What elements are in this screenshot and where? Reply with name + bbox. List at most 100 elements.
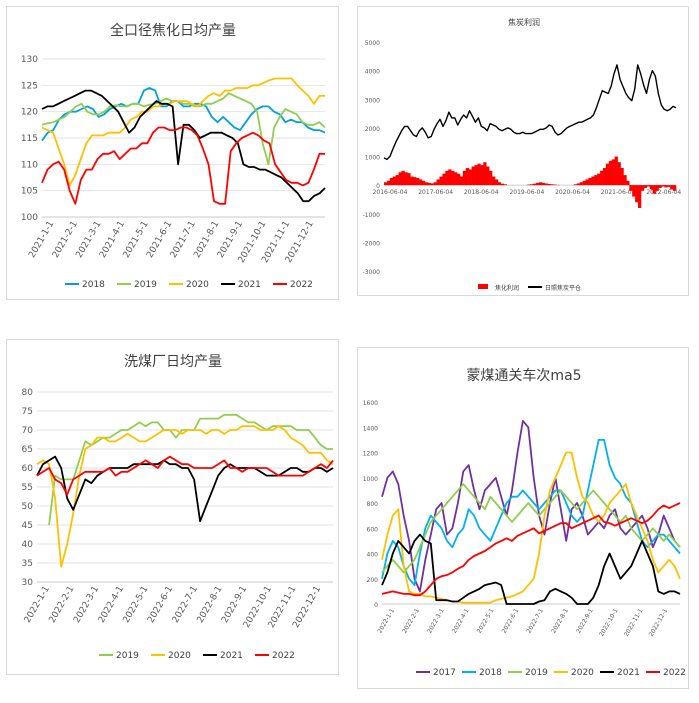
legend-label: 2019	[525, 668, 548, 678]
y-tick-label: 55	[22, 483, 33, 493]
x-tick-label: 2022-1-1	[376, 607, 396, 634]
series-line-2022	[41, 126, 325, 205]
y-tick-label: 0	[376, 183, 380, 190]
y-tick-label: 30	[22, 578, 34, 588]
y-tick-label: 35	[22, 559, 33, 569]
bar-焦化利润	[670, 185, 674, 190]
bar-焦化利润	[442, 173, 446, 186]
series-line-2021	[381, 533, 681, 605]
y-tick-label: 60	[22, 464, 34, 474]
bar-焦化利润	[655, 185, 659, 191]
x-tick-label: 2019-06-04	[509, 189, 544, 196]
series-line-2019	[381, 483, 681, 574]
legend-label: 焦化利润	[495, 284, 519, 292]
bar-焦化利润	[664, 185, 668, 188]
y-tick-label: 600	[367, 526, 379, 533]
bar-焦化利润	[547, 183, 551, 186]
bar-焦化利润	[626, 180, 630, 186]
bar-焦化利润	[471, 166, 475, 186]
bar-焦化利润	[643, 185, 648, 188]
x-tick-label: 2020-06-04	[555, 189, 590, 196]
y-tick-label: 1200	[363, 451, 378, 458]
x-tick-label: 2022-3-1	[426, 607, 446, 634]
coke-output-chart: 全口径焦化日均产量 100 105 110 115 120 125 130 2021-1-1 2…	[6, 6, 339, 300]
legend-label: 2018	[82, 280, 105, 290]
x-tick-label: 2022-06-04	[646, 189, 681, 196]
bar-焦化利润	[635, 185, 639, 203]
bar-焦化利润	[573, 184, 578, 186]
bar-焦化利润	[483, 162, 487, 186]
y-tick-label: 70	[22, 426, 34, 436]
y-tick-label: 65	[22, 445, 33, 455]
bar-焦化利润	[410, 176, 414, 186]
bar-焦化利润	[384, 182, 388, 186]
coke-profit-chart: 焦炭利润 -3000 -2000 -1000 0 1000 2000 3000 4000 500…	[357, 6, 689, 296]
y-tick-label: 2000	[365, 126, 380, 133]
legend-label: 2021	[220, 651, 243, 661]
bar-焦化利润	[667, 185, 671, 187]
y-tick-label: 120	[21, 108, 38, 118]
bar-焦化利润	[588, 177, 592, 186]
y-tick-label: 130	[21, 55, 38, 65]
x-tick-label: 2022-7-1	[525, 607, 545, 634]
y-tick-label: 110	[21, 160, 38, 170]
y-tick-label: 50	[22, 502, 34, 512]
y-tick-label: 5000	[365, 40, 380, 47]
bar-焦化利润	[492, 176, 496, 186]
bar-焦化利润	[494, 179, 499, 186]
y-tick-label: 45	[22, 521, 33, 531]
bar-焦化利润	[532, 183, 537, 186]
legend-label: 2018	[479, 668, 502, 678]
bar-焦化利润	[623, 175, 627, 186]
x-tick-label: 2022-4-1	[451, 607, 471, 634]
bar-焦化利润	[661, 185, 665, 187]
y-tick-label: 4000	[365, 69, 380, 76]
bar-焦化利润	[465, 167, 469, 186]
y-tick-label: 125	[21, 81, 38, 91]
x-tick-label: 2017-06-04	[418, 189, 453, 196]
bar-焦化利润	[401, 170, 405, 186]
series-line-2020	[41, 77, 325, 187]
bar-焦化利润	[421, 180, 426, 186]
bar-焦化利润	[389, 177, 394, 186]
x-tick-label: 2022-2-1	[401, 607, 421, 634]
bar-焦化利润	[459, 176, 464, 186]
bar-焦化利润	[503, 184, 507, 186]
series-line-2019	[41, 92, 326, 166]
series-line-2019	[48, 413, 333, 526]
bar-焦化利润	[614, 156, 618, 186]
bar-焦化利润	[617, 162, 621, 186]
bar-焦化利润	[629, 185, 633, 191]
legend-label: 2022	[663, 668, 686, 678]
bar-焦化利润	[454, 172, 458, 186]
x-tick-label: 2018-06-04	[464, 189, 499, 196]
mongolia-coal-trucks-chart: 蒙煤通关车次ma5 0 200 400 600 800 1000 1200 1400 1600 2…	[357, 347, 689, 689]
x-tick-label: 2022-8-1	[550, 607, 570, 634]
series-line-2020	[381, 451, 681, 604]
chart-title: 蒙煤通关车次ma5	[466, 367, 581, 384]
y-tick-label: -3000	[363, 269, 381, 276]
bar-焦化利润	[632, 185, 636, 197]
bar-焦化利润	[386, 180, 391, 186]
bar-焦化利润	[611, 159, 615, 186]
bar-焦化利润	[474, 165, 478, 186]
x-tick-label: 2022-12-1	[648, 607, 670, 638]
x-tick-label: 2022-6-1	[501, 607, 521, 634]
bar-焦化利润	[544, 183, 548, 186]
x-tick-label: 2022-5-1	[476, 607, 496, 634]
series-line-2021	[41, 89, 326, 203]
bar-焦化利润	[395, 175, 399, 186]
chart-title: 全口径焦化日均产量	[110, 22, 236, 39]
y-tick-label: 800	[367, 501, 379, 508]
bar-焦化利润	[457, 173, 461, 186]
legend-label: 2020	[168, 651, 191, 661]
x-tick-label: 2022-11-1	[623, 607, 645, 638]
bar-焦化利润	[407, 173, 411, 186]
bar-焦化利润	[527, 184, 531, 186]
bar-焦化利润	[398, 172, 402, 186]
bar-焦化利润	[597, 173, 601, 186]
bar-焦化利润	[579, 182, 583, 186]
bar-焦化利润	[439, 176, 443, 186]
y-tick-label: 100	[21, 213, 38, 223]
bar-焦化利润	[489, 170, 493, 186]
